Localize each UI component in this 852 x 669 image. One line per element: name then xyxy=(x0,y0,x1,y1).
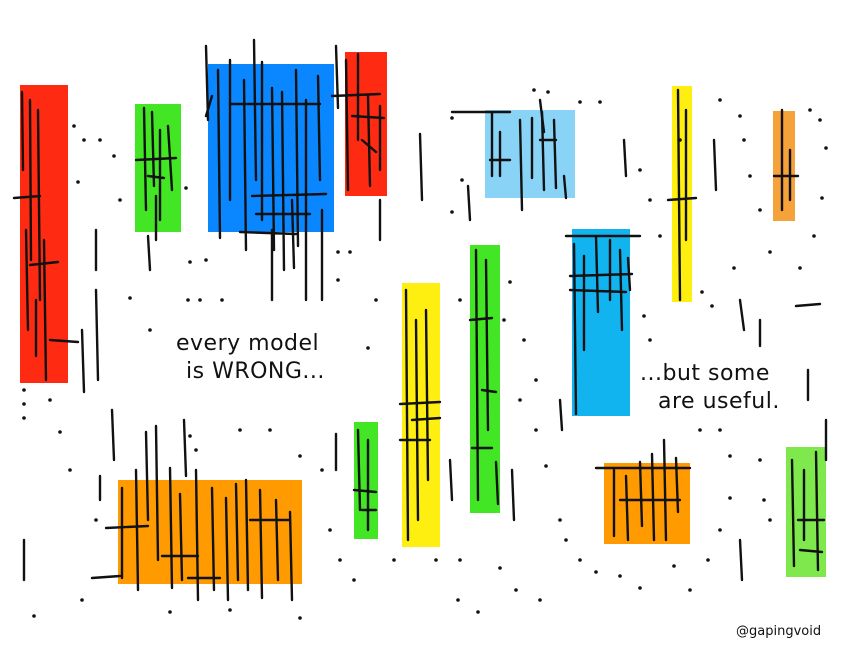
artist-signature: @gapingvoid xyxy=(736,624,822,639)
block-orange-small xyxy=(773,111,795,221)
color-blocks xyxy=(20,52,826,584)
block-red-left xyxy=(20,85,68,383)
ink-dots xyxy=(22,88,828,620)
block-orange-large xyxy=(118,480,302,584)
caption-right-line-1: ...but some xyxy=(640,361,770,386)
block-yellow-thin-right xyxy=(672,86,692,302)
caption-every-model-wrong: every model is WRONG... xyxy=(176,330,325,386)
caption-some-useful: ...but some are useful. xyxy=(640,360,780,416)
block-green-top xyxy=(135,104,181,232)
caption-left-line-1: every model xyxy=(176,331,320,356)
caption-left-line-2: is WRONG... xyxy=(186,359,325,384)
block-lightblue xyxy=(485,110,575,198)
block-green-middle xyxy=(470,245,500,513)
ink-scribbles xyxy=(12,38,828,602)
caption-right-line-2: are useful. xyxy=(658,389,780,414)
